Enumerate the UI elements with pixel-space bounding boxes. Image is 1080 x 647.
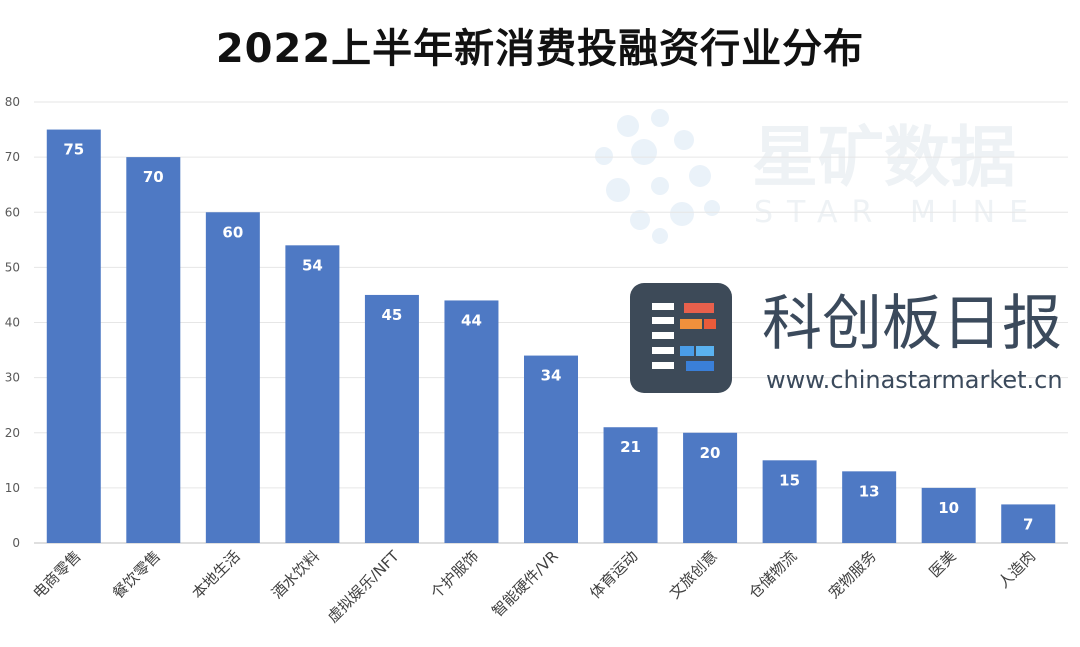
y-tick-label: 0 (12, 536, 20, 550)
bar-value-label: 15 (779, 471, 800, 489)
logo-name: 科创板日报 (762, 289, 1062, 359)
bar-value-label: 60 (222, 223, 243, 241)
y-tick-label: 10 (5, 481, 20, 495)
y-tick-label: 20 (5, 426, 20, 440)
x-tick-label: 仓储物流 (745, 547, 800, 602)
bars: 75 70 60 54 45 44 34 21 20 15 13 10 7 (46, 129, 1056, 543)
bar-value-label: 7 (1023, 515, 1033, 533)
x-tick-label: 本地生活 (189, 547, 244, 602)
bar-value-label: 10 (938, 499, 959, 517)
y-tick-label: 60 (5, 205, 20, 219)
logo-url: www.chinastarmarket.cn (766, 366, 1063, 394)
bar-value-label: 13 (859, 482, 880, 500)
bar (683, 432, 738, 543)
y-tick-label: 40 (5, 316, 20, 330)
chinastarmarket-logo: 科创板日报 www.chinastarmarket.cn (630, 283, 1063, 394)
bar-value-label: 70 (143, 168, 164, 186)
x-tick-label: 酒水饮料 (268, 547, 323, 602)
bar-value-label: 21 (620, 438, 641, 456)
x-axis: 电商零售 餐饮零售 本地生活 酒水饮料 虚拟娱乐/NFT 个护服饰 智能硬件/VR 体育运动文… (29, 547, 1039, 627)
bar-value-label: 44 (461, 311, 482, 329)
x-tick-label: 医美 (926, 547, 960, 581)
y-axis: 0 10 20 30 40 50 60 70 80 (5, 95, 20, 550)
bar (46, 129, 101, 543)
x-tick-label: 文旅创意 (666, 547, 721, 602)
bar (842, 471, 897, 543)
bar (285, 245, 340, 543)
x-tick-label: 个护服饰 (427, 547, 482, 602)
bar (205, 212, 260, 543)
bar (603, 427, 658, 543)
bar-value-label: 20 (700, 444, 721, 462)
bar (921, 487, 976, 543)
bar-value-label: 75 (63, 141, 84, 159)
bar (1001, 504, 1056, 543)
chart-title: 2022上半年新消费投融资行业分布 (215, 26, 865, 72)
logo-badge-icon (630, 283, 732, 393)
bar-value-label: 54 (302, 256, 323, 274)
x-tick-label: 餐饮零售 (109, 547, 164, 602)
y-tick-label: 50 (5, 260, 20, 274)
bar (762, 460, 817, 543)
x-tick-label: 智能硬件/VR (488, 547, 561, 620)
y-tick-label: 80 (5, 95, 20, 109)
bar-value-label: 34 (541, 367, 562, 385)
bar (364, 294, 419, 543)
bar-value-label: 45 (381, 306, 402, 324)
x-tick-label: 人造肉 (995, 547, 1040, 592)
x-tick-label: 体育运动 (586, 547, 641, 602)
star-mine-watermark: 星矿数据 STAR MINE (595, 109, 1028, 244)
x-tick-label: 虚拟娱乐/NFT (324, 547, 404, 627)
bar (524, 355, 578, 543)
bar (444, 300, 499, 543)
dot-cluster-icon (595, 109, 720, 244)
y-tick-label: 30 (5, 371, 20, 385)
x-tick-label: 宠物服务 (825, 547, 880, 602)
x-tick-label: 电商零售 (29, 547, 84, 602)
bar (126, 157, 181, 543)
y-tick-label: 70 (5, 150, 20, 164)
